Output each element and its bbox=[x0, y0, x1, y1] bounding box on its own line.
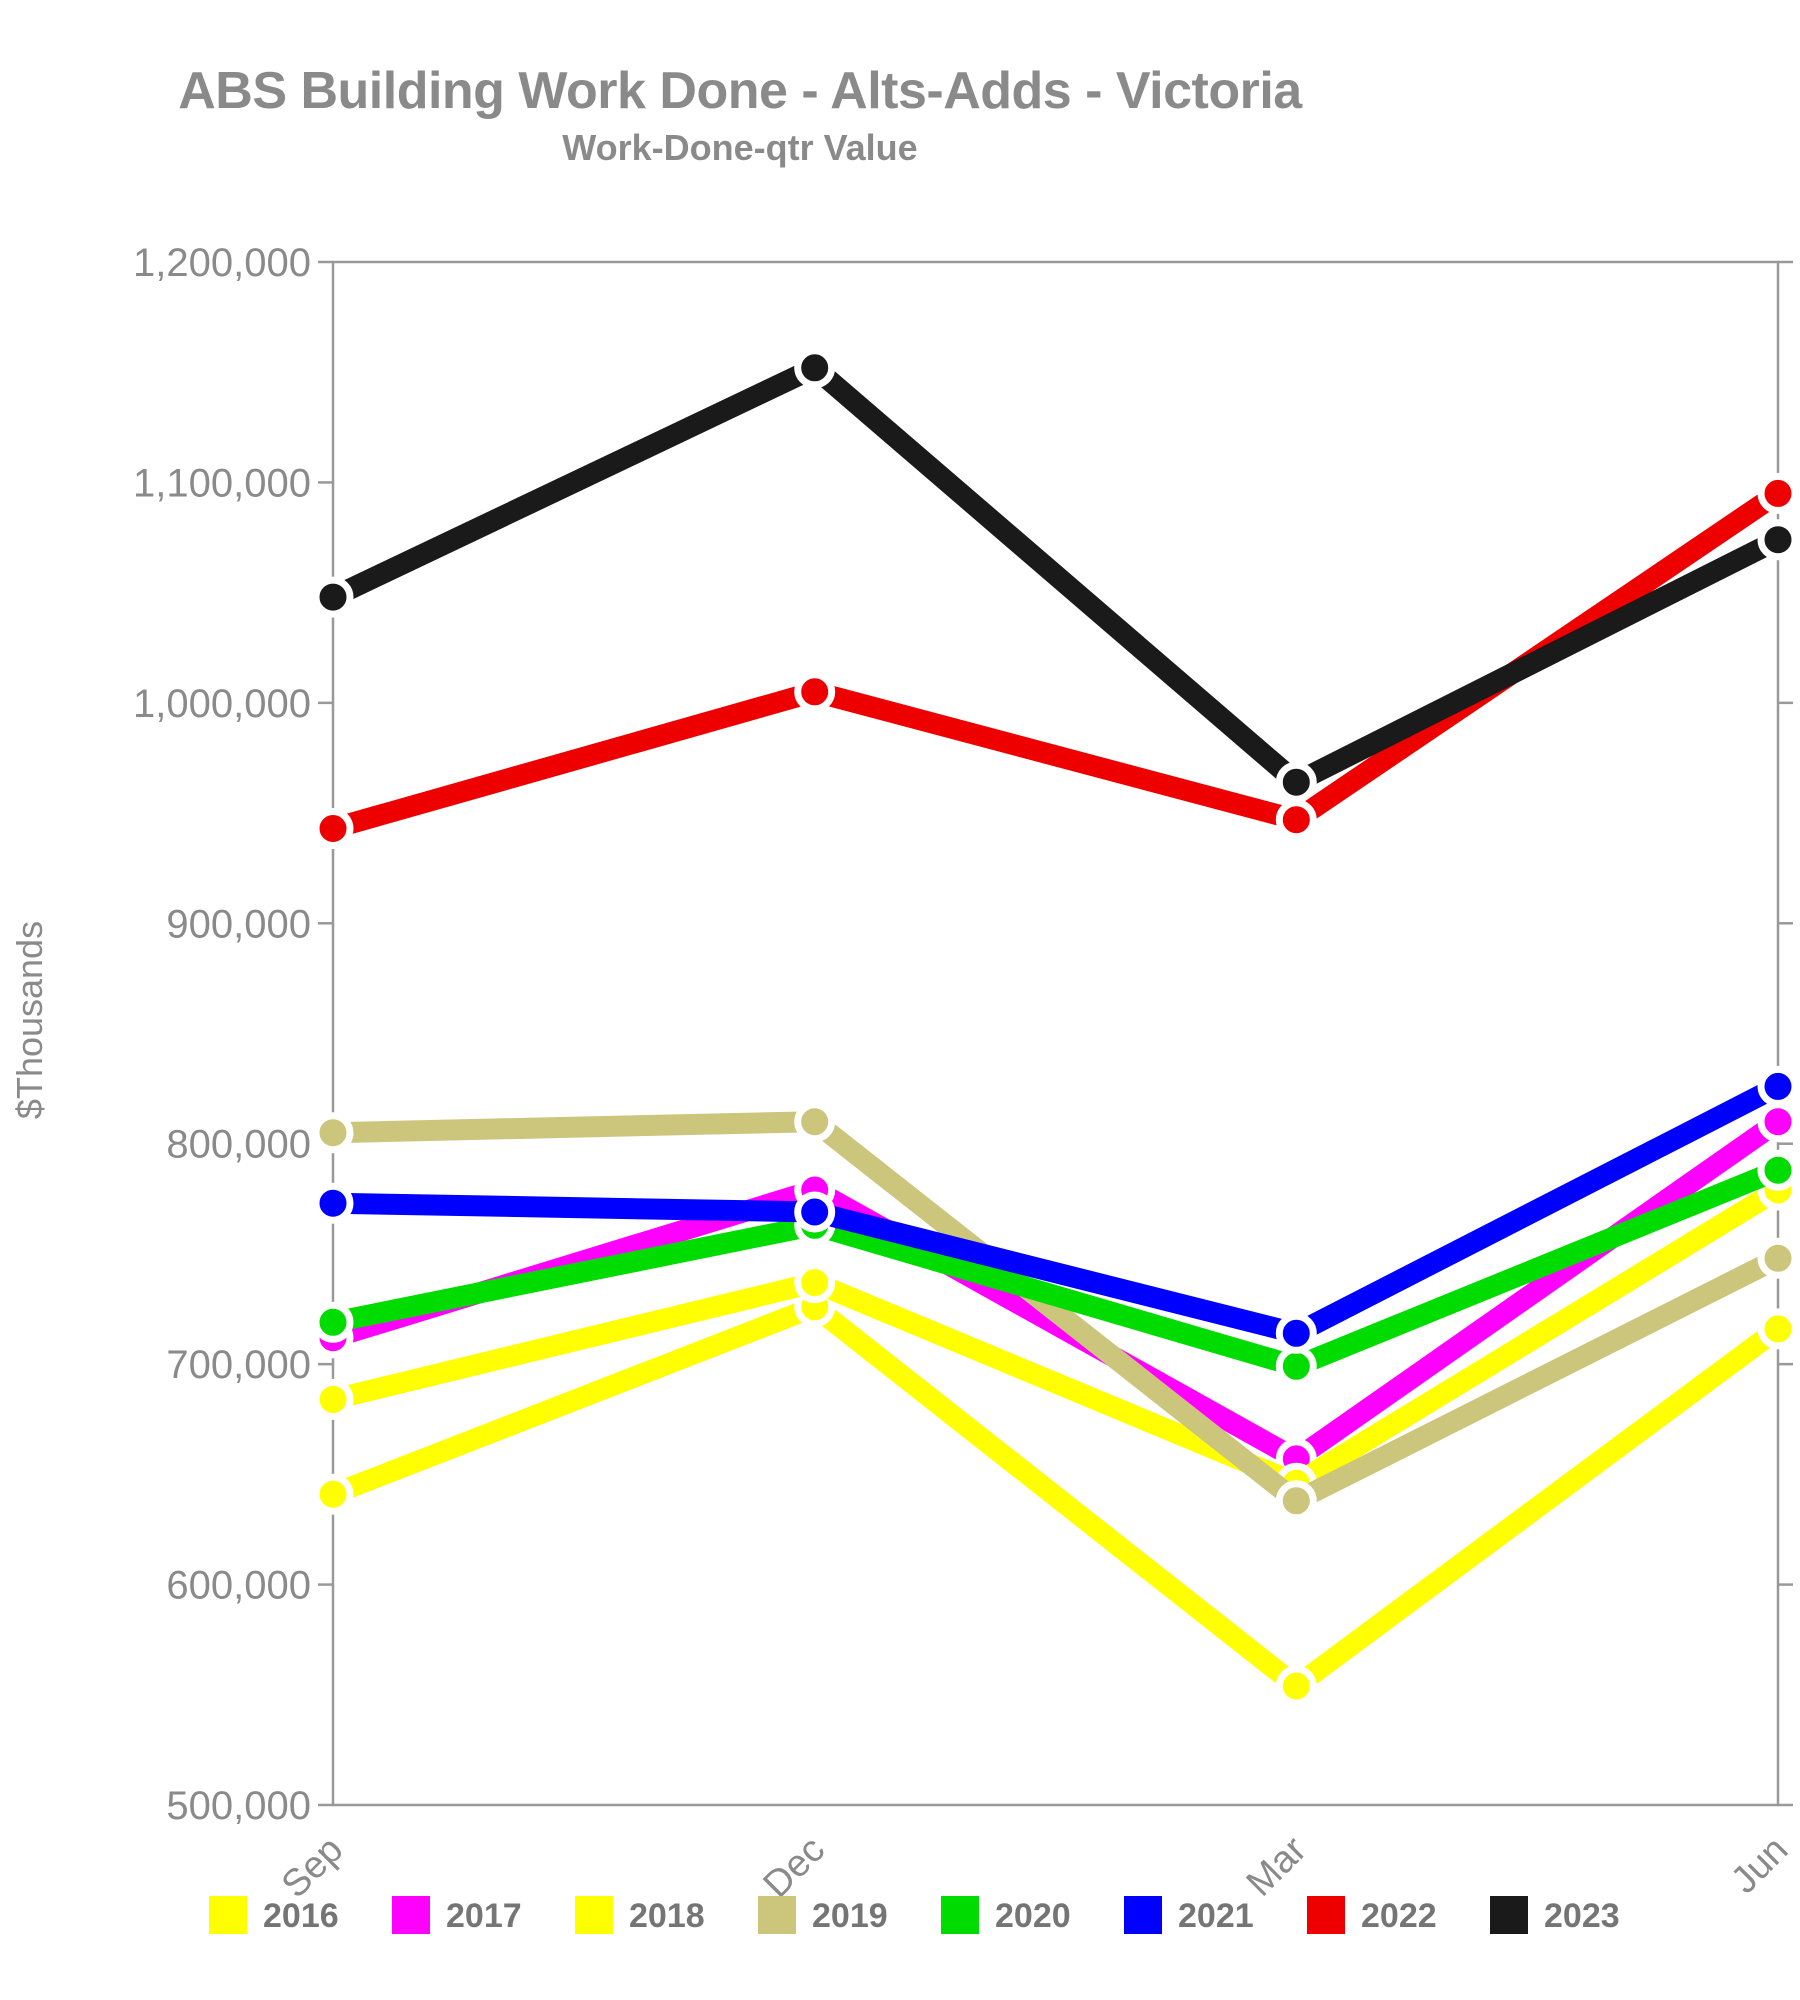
plot-border bbox=[331, 260, 1780, 1807]
data-point-2022 bbox=[1757, 472, 1799, 514]
data-point-2023 bbox=[794, 347, 836, 389]
legend-swatch-2018 bbox=[575, 1896, 613, 1934]
legend-item-2020: 2020 bbox=[941, 1896, 1071, 1935]
data-point-2019 bbox=[312, 1112, 354, 1154]
legend-swatch-2022 bbox=[1307, 1896, 1345, 1934]
data-point-2021 bbox=[1757, 1065, 1799, 1107]
data-point-2020 bbox=[1275, 1345, 1317, 1387]
legend-item-2017: 2017 bbox=[392, 1896, 522, 1935]
data-point-2021 bbox=[312, 1182, 354, 1224]
legend-item-2016: 2016 bbox=[209, 1896, 339, 1935]
data-point-2019 bbox=[1757, 1237, 1799, 1279]
data-point-2017 bbox=[1757, 1101, 1799, 1143]
legend-swatch-2023 bbox=[1490, 1896, 1528, 1934]
legend-item-2023: 2023 bbox=[1490, 1896, 1620, 1935]
chart-subtitle: Work-Done-qtr Value bbox=[562, 127, 917, 168]
data-point-2016 bbox=[1757, 1308, 1799, 1350]
data-point-2016 bbox=[1275, 1665, 1317, 1707]
y-tick-label: 1,000,000 bbox=[133, 682, 311, 726]
legend-label: 2019 bbox=[812, 1897, 888, 1935]
data-point-2020 bbox=[312, 1301, 354, 1343]
data-point-2018 bbox=[794, 1262, 836, 1304]
axis-group: 1,200,000 1,100,000 1,000,000 900,000 800,00… bbox=[133, 241, 1793, 1828]
data-point-2020 bbox=[1757, 1149, 1799, 1191]
series-line-2018 bbox=[330, 1181, 1784, 1495]
series-line-2023 bbox=[328, 355, 1783, 795]
legend-item-2019: 2019 bbox=[758, 1896, 888, 1935]
legend-label: 2017 bbox=[446, 1897, 522, 1935]
data-point-2023 bbox=[1275, 761, 1317, 803]
series-line-2016 bbox=[329, 1294, 1785, 1700]
y-tick-label: 1,100,000 bbox=[133, 461, 311, 505]
data-point-2021 bbox=[794, 1191, 836, 1233]
data-point-2019 bbox=[1275, 1480, 1317, 1522]
legend-label: 2018 bbox=[629, 1897, 705, 1935]
y-tick-label: 800,000 bbox=[166, 1123, 311, 1167]
legend: 2016 2017 2018 2019 2020 2021 2022 2023 bbox=[209, 1896, 1620, 1935]
legend-swatch-2016 bbox=[209, 1896, 247, 1934]
legend-label: 2022 bbox=[1361, 1897, 1437, 1935]
legend-swatch-2020 bbox=[941, 1896, 979, 1934]
legend-item-2018: 2018 bbox=[575, 1896, 705, 1935]
y-tick-label: 500,000 bbox=[166, 1784, 311, 1828]
legend-label: 2023 bbox=[1544, 1897, 1620, 1935]
y-tick-label: 700,000 bbox=[166, 1343, 311, 1387]
x-axis-labels: Sep Dec Mar Jun bbox=[274, 1828, 1797, 1906]
legend-item-2021: 2021 bbox=[1124, 1896, 1254, 1935]
x-tick-label: Mar bbox=[1239, 1828, 1315, 1904]
legend-item-2022: 2022 bbox=[1307, 1896, 1437, 1935]
legend-swatch-2017 bbox=[392, 1896, 430, 1934]
y-tick-label: 900,000 bbox=[166, 902, 311, 946]
data-point-2022 bbox=[1275, 799, 1317, 841]
data-point-2022 bbox=[794, 671, 836, 713]
legend-swatch-2021 bbox=[1124, 1896, 1162, 1934]
x-tick-label: Jun bbox=[1723, 1829, 1796, 1902]
y-tick-label: 600,000 bbox=[166, 1564, 311, 1608]
data-point-2021 bbox=[1275, 1312, 1317, 1354]
legend-label: 2016 bbox=[263, 1897, 339, 1935]
data-point-2018 bbox=[312, 1378, 354, 1420]
data-point-2023 bbox=[1757, 519, 1799, 561]
legend-label: 2021 bbox=[1178, 1897, 1254, 1935]
data-point-2019 bbox=[794, 1101, 836, 1143]
series-line-2022 bbox=[330, 484, 1784, 839]
data-point-2016 bbox=[312, 1473, 354, 1515]
series-group bbox=[312, 347, 1799, 1707]
legend-swatch-2019 bbox=[758, 1896, 796, 1934]
y-tick-label: 1,200,000 bbox=[133, 241, 311, 285]
legend-label: 2020 bbox=[995, 1897, 1071, 1935]
x-tick-label: Sep bbox=[274, 1829, 352, 1907]
series-line-2021 bbox=[332, 1077, 1783, 1345]
chart-title: ABS Building Work Done - Alts-Adds - Vic… bbox=[178, 62, 1303, 120]
data-point-2023 bbox=[312, 576, 354, 618]
data-point-2022 bbox=[312, 808, 354, 849]
y-axis-title: $Thousands bbox=[9, 921, 50, 1119]
x-tick-label: Dec bbox=[756, 1829, 833, 1906]
series-line-2019 bbox=[332, 1111, 1783, 1514]
series-line-2020 bbox=[330, 1160, 1782, 1378]
